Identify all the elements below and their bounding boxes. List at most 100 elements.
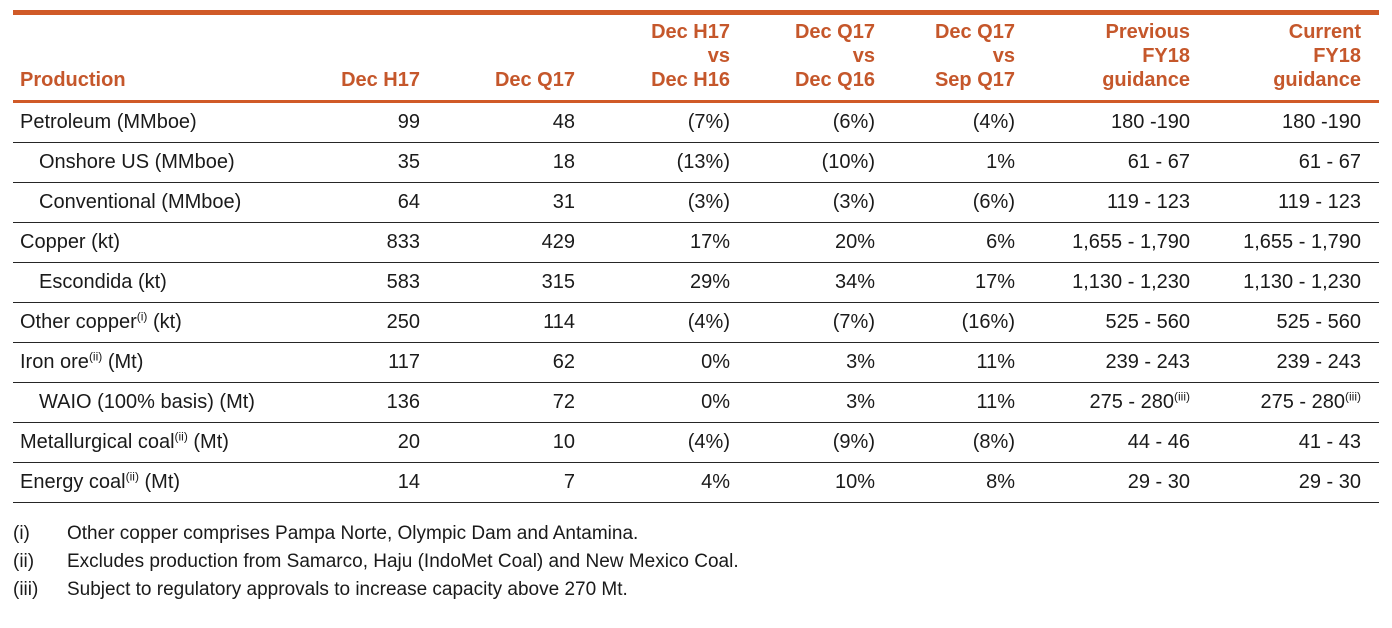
table-cell: 1% <box>875 142 1015 183</box>
table-cell: (8%) <box>875 422 1015 463</box>
table-row: Petroleum (MMboe) 99 48 (7%) (6%) (4%) 180 -19… <box>13 101 1379 143</box>
table-cell: 11% <box>875 342 1015 383</box>
table-cell: 20 <box>283 422 420 463</box>
table-cell: 119 - 123 <box>1190 182 1379 223</box>
table-cell: 275 - 280(iii) <box>1015 382 1190 423</box>
table-cell: (13%) <box>575 142 730 183</box>
footnote-text: Subject to regulatory approvals to incre… <box>67 579 628 600</box>
row-label: Other copper(i) (kt) <box>13 302 283 343</box>
table-cell: 14 <box>283 462 420 503</box>
header-row: Production Dec H17 Dec Q17 Dec H17 vs Dec H16… <box>13 12 1379 103</box>
table-cell: 583 <box>283 262 420 303</box>
row-label: Metallurgical coal(ii) (Mt) <box>13 422 283 463</box>
table-cell: 17% <box>875 262 1015 303</box>
table-cell: 10% <box>730 462 875 503</box>
table-cell: (3%) <box>575 182 730 223</box>
table-row: Copper (kt) 833 429 17% 20% 6% 1,655 - 1,790 1,… <box>13 222 1379 263</box>
footnote: (iii) Subject to regulatory approvals to … <box>13 576 1379 604</box>
table-body: Petroleum (MMboe) 99 48 (7%) (6%) (4%) 180 -19… <box>13 101 1379 503</box>
table-cell: 61 - 67 <box>1015 142 1190 183</box>
table-cell: 48 <box>420 101 575 143</box>
table-cell: 833 <box>283 222 420 263</box>
table-cell: (9%) <box>730 422 875 463</box>
row-label: Onshore US (MMboe) <box>13 142 283 183</box>
table-row: Metallurgical coal(ii) (Mt) 20 10 (4%) (9%)(… <box>13 422 1379 463</box>
footnotes: (i) Other copper comprises Pampa Norte, O… <box>13 520 1379 604</box>
table-cell: (4%) <box>575 422 730 463</box>
footnote-ref: (i) <box>136 309 148 324</box>
table-cell: 29 - 30 <box>1015 462 1190 503</box>
table-cell: (4%) <box>575 302 730 343</box>
table-cell: 250 <box>283 302 420 343</box>
table-cell: 0% <box>575 382 730 423</box>
table-cell: 275 - 280(iii) <box>1190 382 1379 423</box>
table-row: Energy coal(ii) (Mt) 14 7 4% 10% 8% 29 - 30 29 … <box>13 462 1379 503</box>
table-cell: 119 - 123 <box>1015 182 1190 223</box>
table-cell: (4%) <box>875 101 1015 143</box>
table-cell: (16%) <box>875 302 1015 343</box>
table-cell: 62 <box>420 342 575 383</box>
table-cell: 1,655 - 1,790 <box>1015 222 1190 263</box>
table-cell: 34% <box>730 262 875 303</box>
table-cell: 3% <box>730 342 875 383</box>
table-cell: 11% <box>875 382 1015 423</box>
footnote-marker: (i) <box>13 523 30 544</box>
table-cell: 41 - 43 <box>1190 422 1379 463</box>
row-label: Conventional (MMboe) <box>13 182 283 223</box>
table-cell: (7%) <box>730 302 875 343</box>
table-header: Production Dec H17 Dec Q17 Dec H17 vs Dec H16… <box>13 12 1379 103</box>
report-page: Production Dec H17 Dec Q17 Dec H17 vs Dec H16… <box>13 10 1379 604</box>
column-header: Current FY18 guidance <box>1190 12 1379 103</box>
table-row: WAIO (100% basis) (Mt) 136 72 0% 3% 11% 275 - … <box>13 382 1379 423</box>
table-cell: 136 <box>283 382 420 423</box>
table-cell: 17% <box>575 222 730 263</box>
row-label: WAIO (100% basis) (Mt) <box>13 382 283 423</box>
footnote-ref: (ii) <box>174 429 188 444</box>
table-cell: 35 <box>283 142 420 183</box>
table-cell: (6%) <box>875 182 1015 223</box>
column-header: Dec Q17 vs Dec Q16 <box>730 12 875 103</box>
table-cell: 4% <box>575 462 730 503</box>
row-label: Petroleum (MMboe) <box>13 101 283 143</box>
footnote: (i) Other copper comprises Pampa Norte, O… <box>13 520 1379 548</box>
footnote-marker: (ii) <box>13 551 35 572</box>
table-cell: 61 - 67 <box>1190 142 1379 183</box>
column-header: Dec Q17 vs Sep Q17 <box>875 12 1015 103</box>
table-cell: 180 -190 <box>1015 101 1190 143</box>
table-cell: 114 <box>420 302 575 343</box>
table-cell: 31 <box>420 182 575 223</box>
table-cell: (3%) <box>730 182 875 223</box>
table-cell: 525 - 560 <box>1190 302 1379 343</box>
table-cell: 3% <box>730 382 875 423</box>
table-row: Iron ore(ii) (Mt) 117 62 0% 3% 11% 239 - 243 23… <box>13 342 1379 383</box>
table-cell: 7 <box>420 462 575 503</box>
table-cell: (7%) <box>575 101 730 143</box>
table-cell: 239 - 243 <box>1015 342 1190 383</box>
column-header: Dec H17 vs Dec H16 <box>575 12 730 103</box>
table-cell: 239 - 243 <box>1190 342 1379 383</box>
table-cell: (6%) <box>730 101 875 143</box>
table-cell: 29% <box>575 262 730 303</box>
column-header: Production <box>13 12 283 103</box>
table-cell: 1,130 - 1,230 <box>1190 262 1379 303</box>
table-row: Onshore US (MMboe) 35 18 (13%) (10%) 1% 61 - 6… <box>13 142 1379 183</box>
table-cell: 99 <box>283 101 420 143</box>
row-label: Copper (kt) <box>13 222 283 263</box>
column-header: Previous FY18 guidance <box>1015 12 1190 103</box>
table-cell: 72 <box>420 382 575 423</box>
footnote-ref: (ii) <box>88 349 103 364</box>
footnote-marker: (iii) <box>13 579 39 600</box>
table-cell: 117 <box>283 342 420 383</box>
table-cell: 525 - 560 <box>1015 302 1190 343</box>
column-header: Dec Q17 <box>420 12 575 103</box>
footnote-ref: (ii) <box>125 469 139 484</box>
footnote-text: Other copper comprises Pampa Norte, Olym… <box>67 523 639 544</box>
table-cell: 44 - 46 <box>1015 422 1190 463</box>
table-cell: 6% <box>875 222 1015 263</box>
table-cell: (10%) <box>730 142 875 183</box>
table-cell: 29 - 30 <box>1190 462 1379 503</box>
table-cell: 1,655 - 1,790 <box>1190 222 1379 263</box>
table-cell: 0% <box>575 342 730 383</box>
table-row: Escondida (kt) 583 315 29% 34% 17% 1,130 - 1,2… <box>13 262 1379 303</box>
table-cell: 180 -190 <box>1190 101 1379 143</box>
